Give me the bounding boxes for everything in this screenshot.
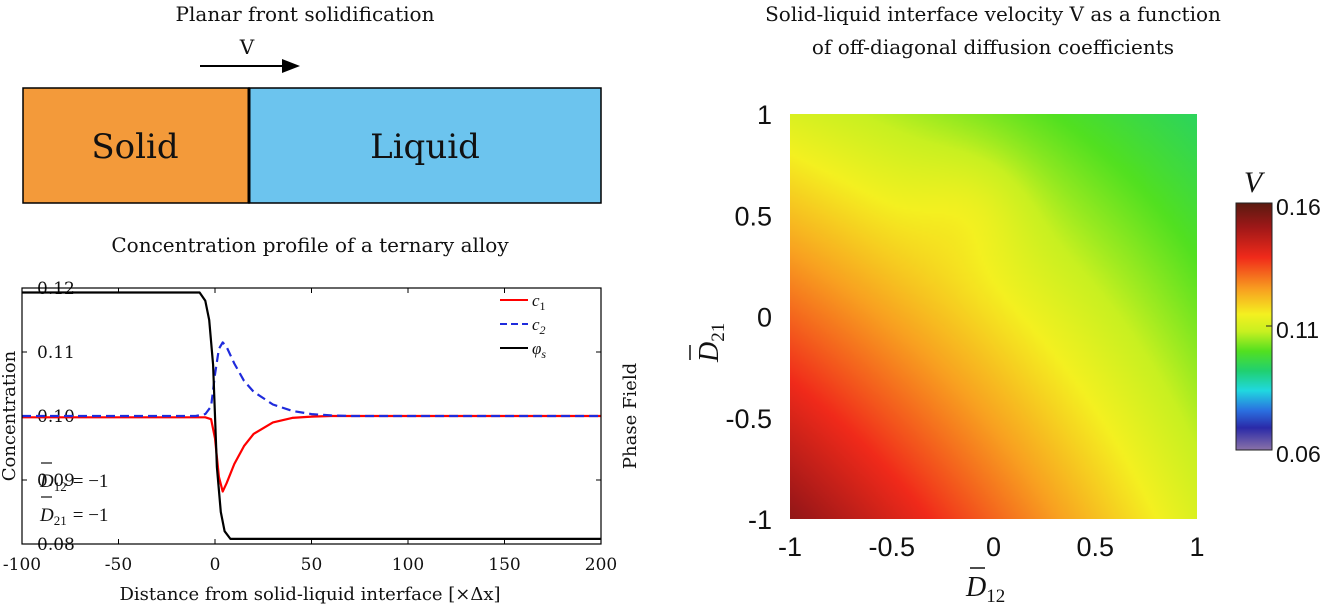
heatmap-ylabel-text: D21 <box>694 323 729 363</box>
d21-annotation: D21 = −1 <box>39 496 108 528</box>
schematic-title: Planar front solidification <box>176 2 435 26</box>
heatmap-ytick-label: 0.5 <box>734 201 772 231</box>
colorbar-tick-label-bottom: 0.06 <box>1276 441 1321 467</box>
heatmap-ytick-label: 0 <box>757 303 772 333</box>
heatmap-ylabel: D21 <box>689 323 729 363</box>
d12-label: D12 = −1 <box>39 471 108 494</box>
profile-lines <box>22 291 601 541</box>
solid-region <box>22 87 250 204</box>
profile-xtick-label: 100 <box>392 555 424 575</box>
heatmap-xtick-label: 0.5 <box>1076 532 1114 562</box>
heatmap-axes: -1 -0.5 0 0.5 1 1 0.5 0 -0.5 -1 <box>725 100 1204 562</box>
legend-phi-label: φs <box>532 339 546 361</box>
heatmap-ytick-label: -1 <box>748 505 772 535</box>
solid-label: Solid <box>91 127 178 167</box>
heatmap-field <box>790 114 1197 519</box>
liquid-region <box>248 87 602 204</box>
profile-xtick-label: -100 <box>3 555 41 575</box>
profile-xtick-label: 0 <box>210 555 221 575</box>
heatmap-ytick-label: -0.5 <box>725 404 772 434</box>
heatmap-chart: Solid-liquid interface velocity V as a f… <box>689 2 1321 607</box>
profile-ylabel: Concentration <box>0 350 20 481</box>
profile-ytick-label: 0.11 <box>37 343 75 363</box>
d12-annotation: D12 = −1 <box>39 462 108 494</box>
heatmap-xtick-label: -0.5 <box>868 532 915 562</box>
heatmap-title-line2: of off-diagonal diffusion coefficients <box>812 35 1174 59</box>
profile-legend: c1 c2 φs <box>500 291 546 361</box>
colorbar-label: V <box>1244 166 1266 199</box>
series-line-c1 <box>22 414 601 493</box>
profile-frame <box>21 287 602 545</box>
heatmap-xlabel-text: D12 <box>965 572 1005 607</box>
profile-ytick-label: 0.08 <box>37 535 75 555</box>
profile-xtick-label: -50 <box>105 555 132 575</box>
colorbar-tick-label-mid: 0.11 <box>1276 317 1319 343</box>
series-line-c2 <box>22 341 601 418</box>
profile-right-axis-label: Phase Field <box>620 363 641 469</box>
profile-ytick-label: 0.09 <box>37 471 75 491</box>
velocity-label: V <box>239 35 255 59</box>
legend-c1-label: c1 <box>532 291 546 313</box>
velocity-arrow-head <box>282 59 300 73</box>
heatmap-xtick-label: -1 <box>778 532 802 562</box>
heatmap-xtick-label: 0 <box>986 532 1001 562</box>
liquid-label: Liquid <box>370 127 480 167</box>
profile-title: Concentration profile of a ternary alloy <box>111 233 509 257</box>
legend-c2-label: c2 <box>532 315 546 337</box>
schematic: Planar front solidification V Solid Liqu… <box>22 2 602 204</box>
series-line-phi_s <box>22 291 601 541</box>
heatmap-title-line1: Solid-liquid interface velocity V as a f… <box>765 2 1221 26</box>
profile-xtick-label: 200 <box>585 555 617 575</box>
heatmap-xtick-label: 1 <box>1189 532 1204 562</box>
profile-chart: Concentration profile of a ternary alloy… <box>0 233 641 605</box>
colorbar-tick-label-top: 0.16 <box>1276 194 1321 220</box>
profile-xtick-label: 150 <box>488 555 520 575</box>
d21-label: D21 = −1 <box>39 505 108 528</box>
profile-xlabel: Distance from solid-liquid interface [×Δ… <box>119 584 500 605</box>
colorbar: V 0.16 0.11 0.06 <box>1235 166 1321 467</box>
heatmap-xlabel: D12 <box>965 567 1005 607</box>
heatmap-ytick-label: 1 <box>757 100 772 130</box>
profile-xtick-label: 50 <box>301 555 323 575</box>
profile-ytick-label: 0.12 <box>37 279 75 299</box>
